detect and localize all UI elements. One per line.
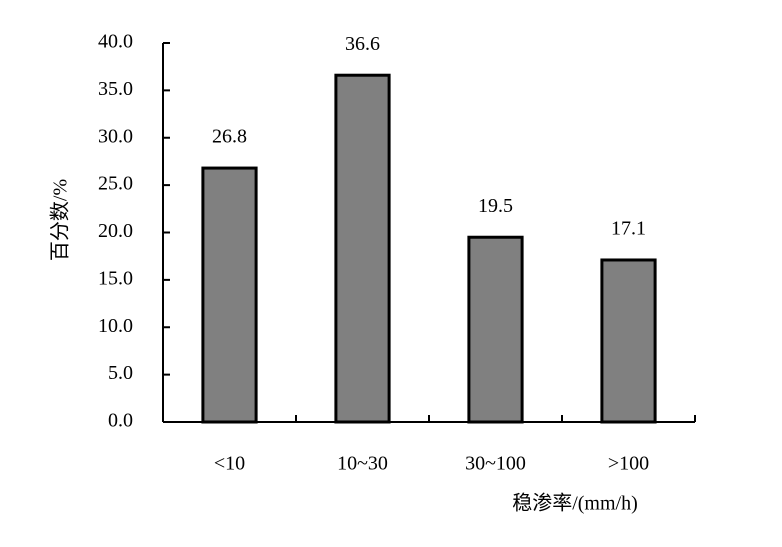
y-tick-label: 35.0 xyxy=(98,78,133,100)
data-label: 36.6 xyxy=(345,33,380,55)
data-label: 19.5 xyxy=(478,195,513,217)
y-tick-label: 15.0 xyxy=(98,267,133,289)
x-tick-label: 30~100 xyxy=(465,453,526,475)
bar xyxy=(600,258,657,424)
x-tick-label: <10 xyxy=(214,453,245,475)
data-label: 26.8 xyxy=(212,126,247,148)
y-tick-label: 10.0 xyxy=(98,315,133,337)
y-tick-label: 5.0 xyxy=(108,362,133,384)
bar xyxy=(467,235,524,424)
x-tick-label: 10~30 xyxy=(337,453,388,475)
y-tick-label: 30.0 xyxy=(98,125,133,147)
bar xyxy=(201,166,258,424)
x-tick-label: >100 xyxy=(608,453,649,475)
y-tick-label: 0.0 xyxy=(108,410,133,432)
y-tick-label: 20.0 xyxy=(98,220,133,242)
y-tick-label: 40.0 xyxy=(98,31,133,53)
x-axis-label: 稳渗率/(mm/h) xyxy=(512,492,638,515)
data-label: 17.1 xyxy=(611,218,646,240)
y-tick-label: 25.0 xyxy=(98,173,133,195)
y-axis-label: 百分数/% xyxy=(49,179,72,261)
bar xyxy=(334,73,391,424)
